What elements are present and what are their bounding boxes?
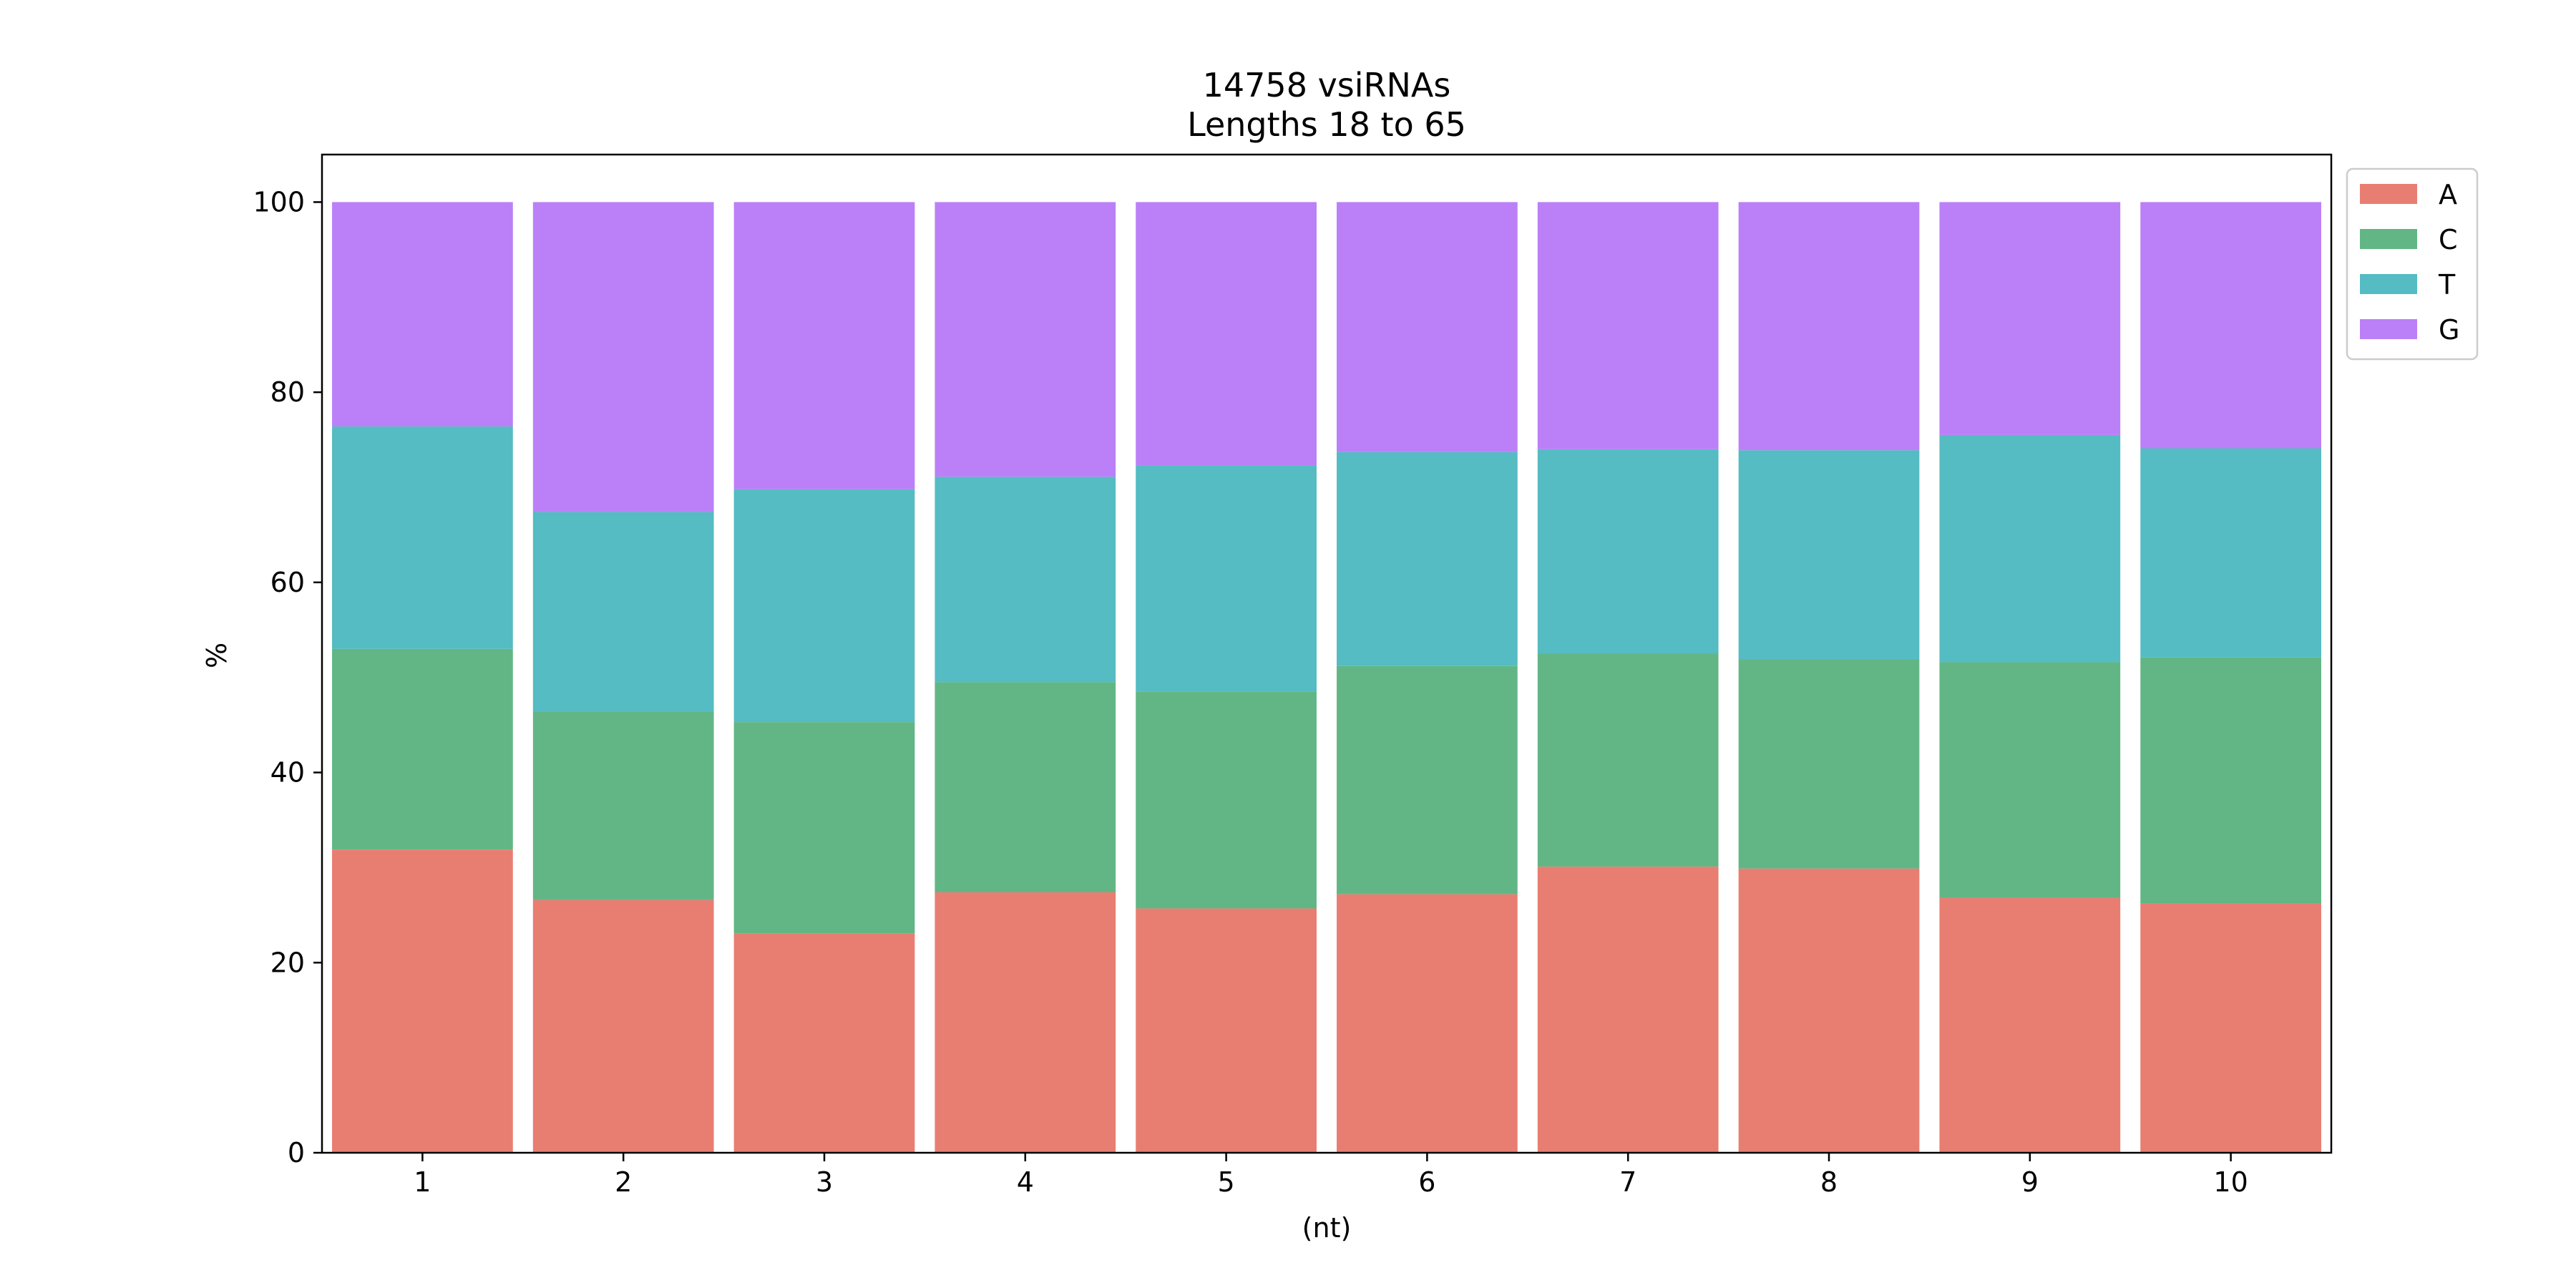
bar-T-pos-10: [2140, 448, 2321, 658]
legend-swatch-A: [2360, 184, 2417, 204]
bar-A-pos-10: [2140, 903, 2321, 1153]
bar-G-pos-10: [2140, 202, 2321, 449]
bar-T-pos-6: [1337, 452, 1518, 666]
bar-C-pos-2: [532, 711, 714, 900]
chart-title-line-2: Lengths 18 to 65: [1187, 105, 1466, 144]
bar-C-pos-9: [1939, 662, 2121, 898]
bar-C-pos-1: [332, 648, 513, 850]
x-tick-label: 10: [2213, 1166, 2248, 1198]
bar-G-pos-3: [733, 202, 915, 489]
bar-G-pos-7: [1537, 202, 1719, 449]
y-axis: 0 20 40 60 80 100: [253, 186, 322, 1169]
y-axis-label: %: [201, 643, 233, 668]
bar-T-pos-7: [1537, 449, 1719, 654]
bars-layer: [332, 202, 2321, 1153]
x-tick-label: 7: [1619, 1166, 1636, 1198]
plot-area-frame: [321, 153, 2333, 1154]
bar-T-pos-8: [1738, 450, 1920, 660]
bar-A-pos-6: [1337, 894, 1518, 1153]
bar-C-pos-8: [1738, 659, 1920, 869]
x-tick-label: 8: [1820, 1166, 1838, 1198]
bar-A-pos-9: [1939, 897, 2121, 1153]
legend-label-C: C: [2439, 224, 2458, 255]
bar-A-pos-4: [935, 892, 1116, 1153]
bar-T-pos-2: [532, 512, 714, 712]
bar-T-pos-3: [733, 489, 915, 723]
x-tick-label: 1: [414, 1166, 431, 1198]
bar-A-pos-2: [532, 899, 714, 1153]
bar-C-pos-3: [733, 722, 915, 934]
bar-A-pos-7: [1537, 867, 1719, 1153]
x-axis-label: (nt): [1302, 1212, 1352, 1244]
legend-label-T: T: [2438, 269, 2456, 301]
bar-G-pos-8: [1738, 202, 1920, 451]
y-tick-label: 0: [288, 1137, 305, 1169]
bar-G-pos-1: [332, 202, 513, 426]
bar-A-pos-5: [1136, 908, 1317, 1153]
bar-A-pos-1: [332, 849, 513, 1153]
x-tick-label: 6: [1418, 1166, 1435, 1198]
bar-A-pos-3: [733, 933, 915, 1153]
legend-swatch-C: [2360, 229, 2417, 249]
bar-G-pos-9: [1939, 202, 2121, 435]
bar-C-pos-4: [935, 682, 1116, 892]
bar-C-pos-7: [1537, 653, 1719, 867]
bar-C-pos-10: [2140, 657, 2321, 904]
bar-T-pos-1: [332, 426, 513, 649]
x-tick-label: 5: [1218, 1166, 1235, 1198]
bar-G-pos-2: [532, 202, 714, 512]
bar-T-pos-5: [1136, 465, 1317, 692]
bar-G-pos-4: [935, 202, 1116, 477]
bar-C-pos-6: [1337, 665, 1518, 894]
bar-T-pos-4: [935, 477, 1116, 683]
chart-title-line-1: 14758 vsiRNAs: [1203, 66, 1451, 104]
y-tick-label: 40: [270, 757, 305, 789]
legend-frame: [2346, 167, 2479, 361]
y-tick-label: 100: [253, 186, 305, 218]
bar-G-pos-6: [1337, 202, 1518, 452]
legend-label-G: G: [2439, 314, 2459, 346]
x-tick-label: 4: [1017, 1166, 1034, 1198]
bar-C-pos-5: [1136, 691, 1317, 909]
bar-T-pos-9: [1939, 434, 2121, 663]
bar-A-pos-8: [1738, 868, 1920, 1153]
y-tick-label: 80: [270, 376, 305, 408]
y-tick-label: 20: [270, 947, 305, 978]
bar-G-pos-5: [1136, 202, 1317, 466]
legend-label-A: A: [2439, 179, 2457, 210]
x-tick-label: 3: [816, 1166, 833, 1198]
y-tick-label: 60: [270, 567, 305, 598]
x-tick-label: 9: [2021, 1166, 2039, 1198]
legend-swatch-G: [2360, 319, 2417, 339]
x-axis: 1 2 3 4 5 6 7 8 9 10: [414, 1153, 2248, 1198]
legend-swatch-T: [2360, 274, 2417, 294]
x-tick-label: 2: [615, 1166, 632, 1198]
